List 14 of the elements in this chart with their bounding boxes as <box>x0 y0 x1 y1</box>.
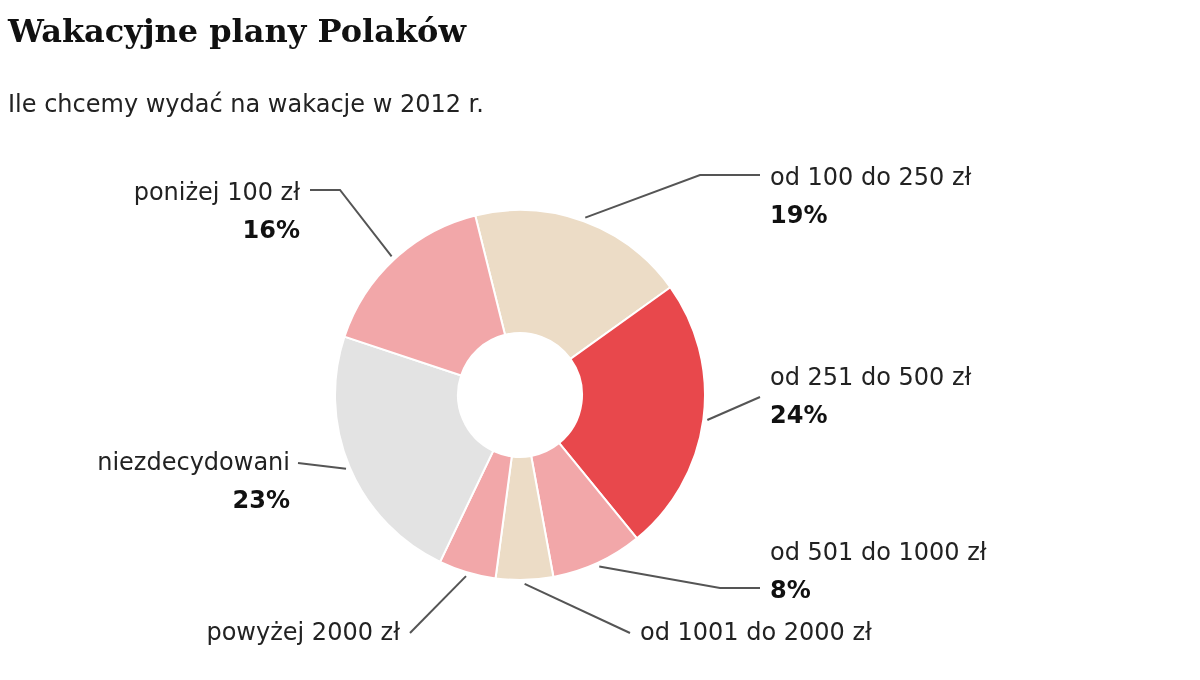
slice-label: od 501 do 1000 zł <box>770 538 987 566</box>
data-label: 23% <box>232 486 290 514</box>
chart-subtitle: Ile chcemy wydać na wakacje w 2012 r. <box>8 90 484 118</box>
data-label: 24% <box>770 401 828 429</box>
slice-label: od 1001 do 2000 zł <box>640 618 873 646</box>
slice-label: od 251 do 500 zł <box>770 363 972 391</box>
slice-label: niezdecydowani <box>97 448 290 476</box>
data-label: 16% <box>242 216 300 244</box>
data-label: 8% <box>770 576 811 604</box>
slice-label: powyżej 2000 zł <box>206 618 401 646</box>
slice-label: poniżej 100 zł <box>133 178 301 206</box>
data-label: 19% <box>770 201 828 229</box>
slice-label: od 100 do 250 zł <box>770 163 972 191</box>
chart-title: Wakacyjne plany Polaków <box>7 12 468 50</box>
